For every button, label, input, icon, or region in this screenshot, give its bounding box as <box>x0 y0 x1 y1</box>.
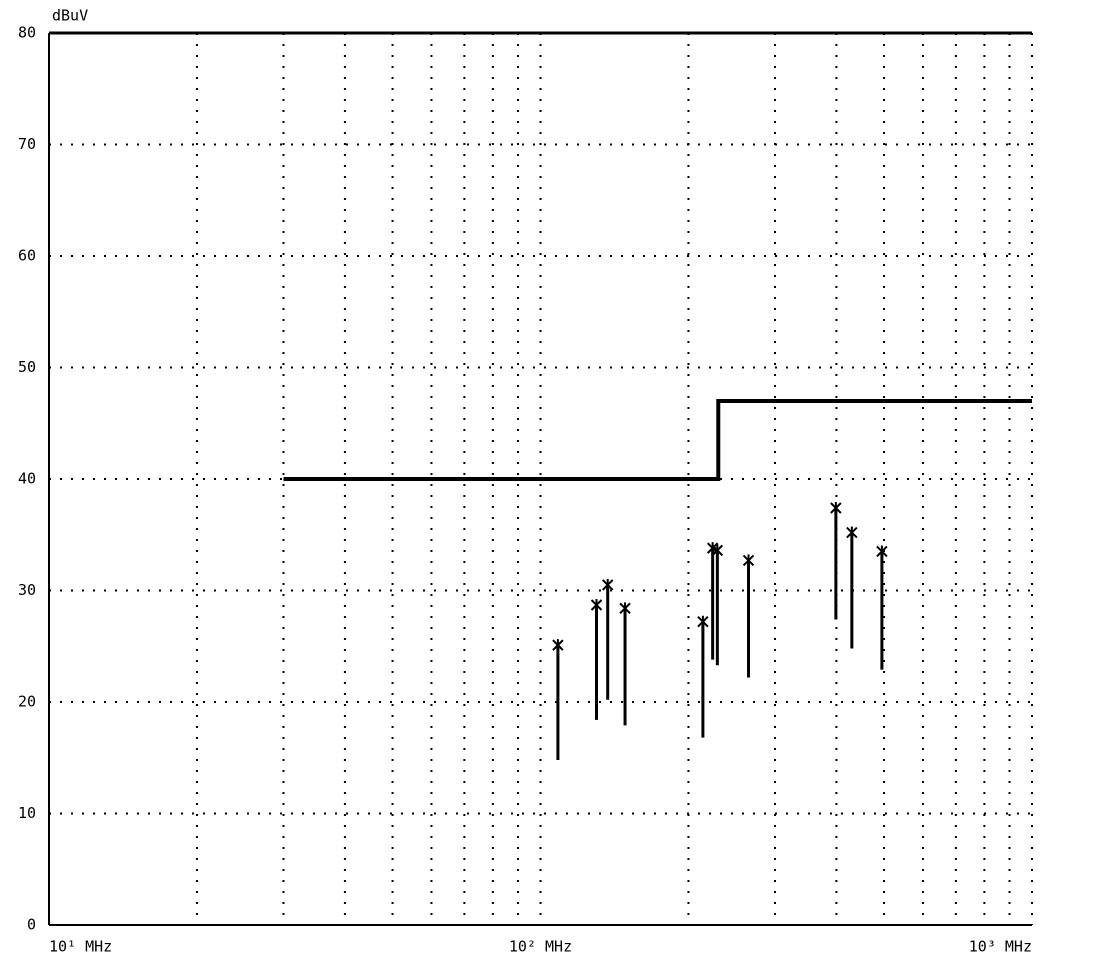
peak-marker <box>590 598 603 611</box>
y-tick-label: 70 <box>18 135 36 153</box>
peak-marker <box>601 578 614 591</box>
x-tick-label: 10² MHz <box>509 938 572 956</box>
peak-marker <box>619 602 631 615</box>
y-axis-label: dBuV <box>52 7 88 25</box>
y-tick-label: 80 <box>18 24 36 42</box>
peak-marker <box>830 501 842 514</box>
x-tick-label: 10¹ MHz <box>49 938 112 956</box>
y-tick-label: 20 <box>18 693 36 711</box>
peak-marker <box>552 639 564 652</box>
y-tick-label: 10 <box>18 804 36 822</box>
y-tick-label: 50 <box>18 358 36 376</box>
peak-marker <box>846 526 858 539</box>
x-tick-label: 10³ MHz <box>969 938 1032 956</box>
peak-marker <box>711 544 724 557</box>
y-tick-label: 60 <box>18 247 36 265</box>
peak-marker <box>697 615 709 628</box>
limit-line <box>283 398 1032 481</box>
peak-marker <box>876 545 888 558</box>
peak-marker <box>742 554 755 567</box>
y-tick-label: 40 <box>18 470 36 488</box>
y-tick-label: 30 <box>18 581 36 599</box>
y-tick-label: 0 <box>27 916 36 934</box>
